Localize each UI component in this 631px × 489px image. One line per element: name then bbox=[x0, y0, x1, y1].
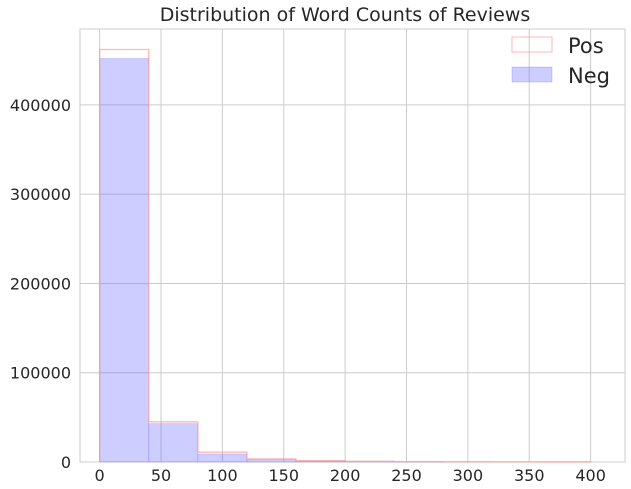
y-tick-label: 0 bbox=[61, 453, 71, 472]
neg-bar bbox=[246, 458, 297, 463]
chart-title: Distribution of Word Counts of Reviews bbox=[160, 4, 531, 26]
legend-item-neg: Neg bbox=[511, 64, 610, 88]
y-axis-ticks: 0 100000 200000 300000 400000 bbox=[10, 96, 71, 472]
legend-item-pos: Pos bbox=[511, 34, 604, 58]
y-tick-label: 400000 bbox=[10, 96, 71, 115]
legend-label: Neg bbox=[568, 64, 610, 88]
x-tick-label: 150 bbox=[268, 466, 299, 485]
neg-bar bbox=[197, 453, 248, 463]
y-tick-label: 100000 bbox=[10, 364, 71, 383]
neg-bar bbox=[148, 423, 199, 463]
x-tick-label: 0 bbox=[95, 466, 105, 485]
y-tick-label: 300000 bbox=[10, 185, 71, 204]
legend-swatch bbox=[511, 36, 553, 53]
x-tick-label: 300 bbox=[453, 466, 484, 485]
pos-step-line bbox=[98, 48, 592, 463]
x-tick-label: 350 bbox=[514, 466, 545, 485]
legend-label: Pos bbox=[568, 34, 604, 58]
y-tick-label: 200000 bbox=[10, 274, 71, 293]
grid bbox=[79, 28, 626, 463]
step-outline bbox=[98, 48, 592, 463]
x-tick-label: 250 bbox=[391, 466, 422, 485]
plot-frame bbox=[79, 28, 626, 463]
x-tick-label: 50 bbox=[151, 466, 171, 485]
x-tick-label: 100 bbox=[207, 466, 238, 485]
neg-bar bbox=[99, 58, 150, 463]
x-tick-label: 400 bbox=[575, 466, 606, 485]
x-tick-label: 200 bbox=[330, 466, 361, 485]
x-axis-ticks: 0 50 100 150 200 250 300 350 400 bbox=[95, 466, 606, 485]
legend-swatch bbox=[511, 66, 553, 83]
legend: Pos Neg bbox=[511, 34, 610, 88]
